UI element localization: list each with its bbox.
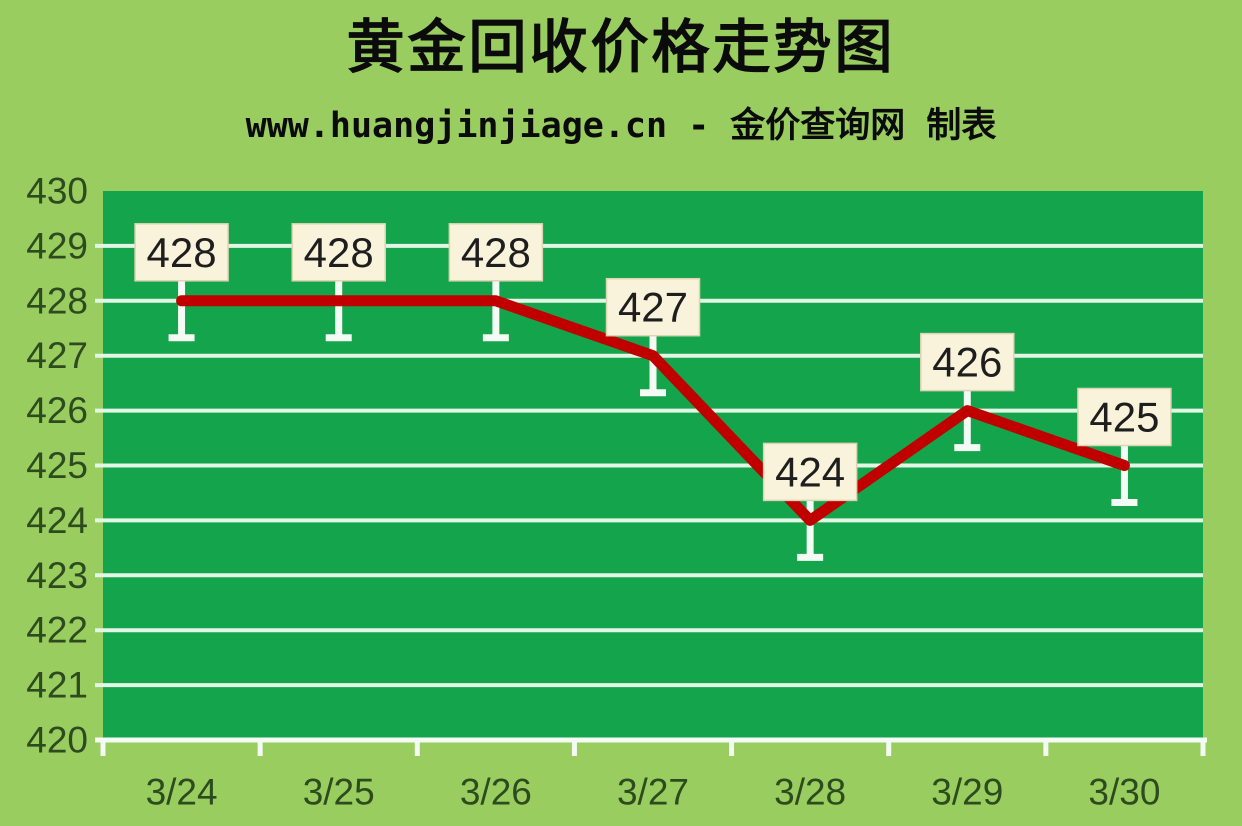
data-label-box: [920, 332, 1015, 392]
data-label-value: 428: [304, 229, 374, 276]
chart-subtitle: www.huangjinjiage.cn - 金价查询网 制表: [245, 106, 997, 146]
x-axis-label: 3/24: [146, 772, 218, 813]
y-axis-label: 421: [26, 665, 88, 706]
y-axis-label: 430: [26, 171, 88, 212]
data-label-box: [762, 442, 858, 502]
data-label-box: [605, 277, 701, 337]
data-label-box: [1077, 387, 1172, 447]
y-axis-label: 427: [26, 335, 88, 376]
data-label-value: 428: [147, 229, 217, 276]
y-axis-label: 423: [26, 555, 88, 596]
y-axis-label: 426: [26, 390, 88, 431]
data-label-value: 428: [461, 229, 531, 276]
y-axis-label: 428: [26, 280, 88, 321]
data-label-value: 426: [932, 339, 1002, 386]
data-label-box: [291, 223, 386, 282]
y-axis-label: 420: [26, 720, 88, 761]
data-label-value: 427: [618, 284, 688, 331]
x-axis-label: 3/25: [303, 772, 375, 813]
y-axis-label: 425: [26, 445, 88, 486]
y-axis-label: 429: [26, 225, 88, 266]
data-label-value: 424: [775, 448, 845, 495]
x-axis-label: 3/26: [460, 772, 532, 813]
x-axis-label: 3/27: [617, 772, 689, 813]
chart-title: 黄金回收价格走势图: [346, 13, 896, 81]
data-label-box: [134, 223, 229, 282]
data-label-value: 425: [1089, 394, 1159, 441]
x-axis-label: 3/29: [931, 772, 1003, 813]
y-axis-label: 424: [26, 500, 88, 541]
x-axis-label: 3/28: [774, 772, 846, 813]
x-axis-label: 3/30: [1088, 772, 1160, 813]
price-line-series: [176, 295, 1130, 526]
y-axis-label: 422: [26, 610, 88, 651]
data-label-box: [448, 223, 544, 282]
